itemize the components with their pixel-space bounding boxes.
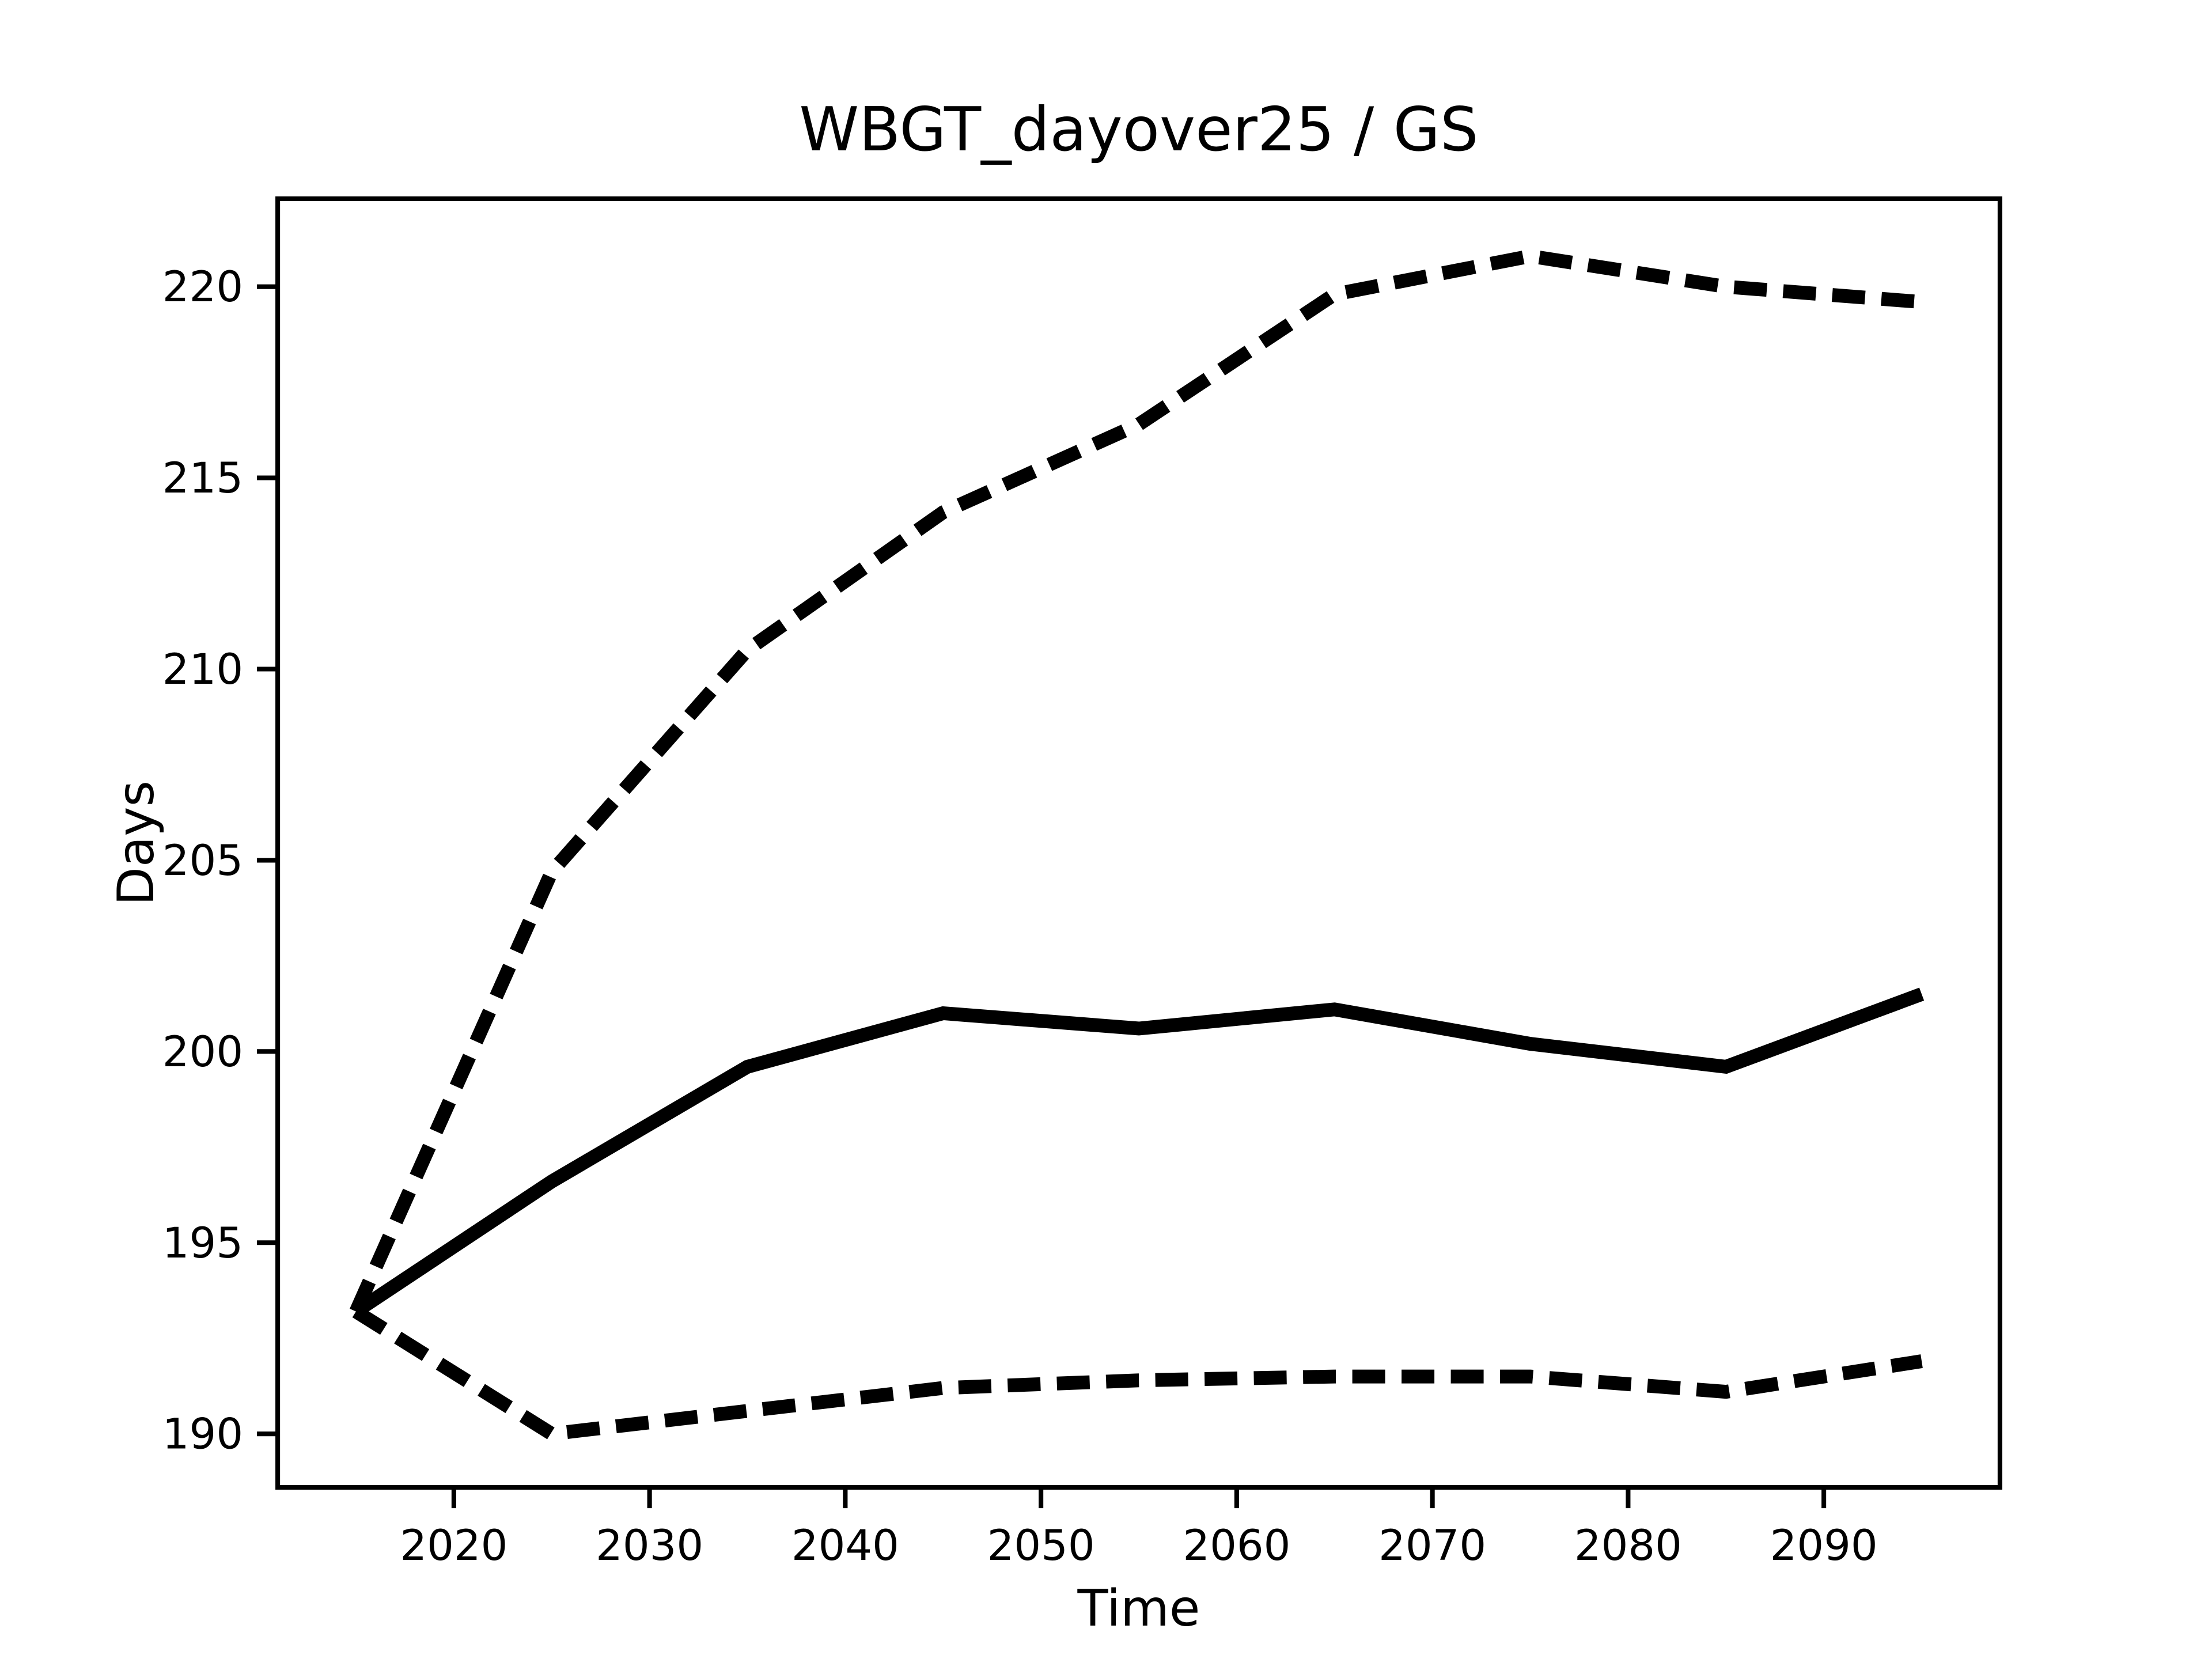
y-axis-ticks: 190 195 200 205 210 215 220 xyxy=(162,263,278,1459)
x-tick-label: 2050 xyxy=(987,1521,1095,1570)
x-tick-label: 2060 xyxy=(1183,1521,1290,1570)
y-tick-label: 190 xyxy=(162,1410,243,1459)
y-tick-label: 205 xyxy=(162,836,243,885)
x-tick-label: 2080 xyxy=(1574,1521,1682,1570)
series-median-line xyxy=(352,987,1925,1317)
x-tick-label: 2030 xyxy=(596,1521,703,1570)
x-tick-label: 2040 xyxy=(791,1521,899,1570)
x-tick-label: 2090 xyxy=(1770,1521,1878,1570)
y-tick-label: 215 xyxy=(162,454,243,503)
y-tick-label: 195 xyxy=(162,1219,243,1268)
plot-border xyxy=(275,196,2002,1490)
x-axis-ticks: 2020 2030 2040 2050 2060 2070 2080 2090 xyxy=(400,1487,1878,1570)
y-tick-label: 220 xyxy=(162,263,243,312)
y-tick-label: 200 xyxy=(162,1028,243,1077)
x-tick-label: 2020 xyxy=(400,1521,507,1570)
y-tick-label: 210 xyxy=(162,645,243,694)
series-lower-bound-line xyxy=(352,1305,1923,1441)
chart-title: WBGT_dayover25 / GS xyxy=(799,94,1478,165)
y-axis-label: Days xyxy=(107,781,165,906)
plot-area xyxy=(278,199,2000,1488)
x-tick-label: 2070 xyxy=(1378,1521,1486,1570)
series-group xyxy=(350,249,1925,1441)
x-axis-label: Time xyxy=(1077,1579,1200,1638)
series-upper-bound-line xyxy=(350,249,1922,1315)
